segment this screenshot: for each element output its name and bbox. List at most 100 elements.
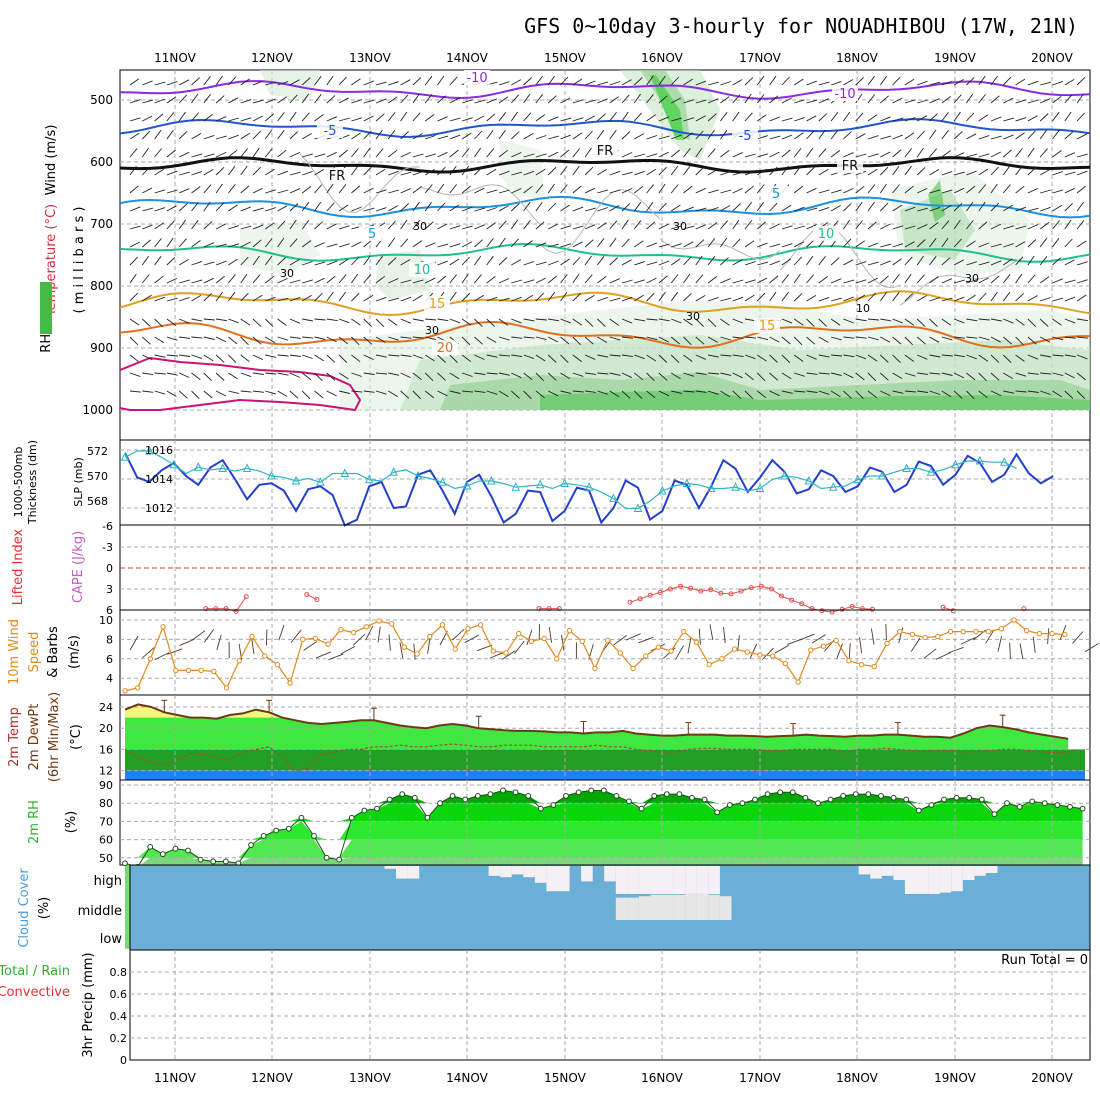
surface-wind-barb <box>613 635 627 646</box>
upper-wind-barb <box>646 75 654 86</box>
upper-wind-barb <box>1027 80 1039 86</box>
pressure-tick-label: 800 <box>90 279 113 293</box>
cloud-high-bar <box>696 866 709 894</box>
upper-wind-barb <box>830 278 842 284</box>
upper-wind-barb <box>1002 165 1011 176</box>
upper-wind-barb <box>744 372 754 381</box>
thickness-marker <box>511 482 521 491</box>
upper-wind-barb <box>818 81 830 86</box>
upper-wind-barb <box>166 149 176 158</box>
upper-wind-barb <box>166 354 178 357</box>
upper-wind-barb <box>215 223 227 230</box>
upper-wind-barb <box>990 318 1002 322</box>
upper-wind-barb <box>1064 318 1076 324</box>
surface-wind-barb <box>129 635 139 651</box>
upper-wind-barb <box>621 318 633 324</box>
upper-wind-barb <box>511 354 523 358</box>
upper-wind-barb <box>289 131 299 140</box>
upper-wind-barb <box>375 168 386 176</box>
upper-wind-barb <box>990 243 1002 248</box>
upper-wind-barb <box>548 390 559 397</box>
upper-wind-barb <box>830 205 841 212</box>
contour-label-bg <box>592 143 618 158</box>
thickness-marker <box>120 452 130 461</box>
upper-wind-barb <box>707 276 718 284</box>
cloud-high-bar <box>546 866 558 892</box>
upper-wind-barb <box>154 354 166 358</box>
upper-wind-barb <box>843 79 854 86</box>
upper-wind-barb <box>1015 132 1025 140</box>
upper-wind-barb <box>1003 243 1014 248</box>
upper-wind-barb <box>498 149 508 158</box>
upper-wind-barb <box>584 239 594 248</box>
upper-wind-barb <box>277 354 289 357</box>
upper-wind-barb <box>621 79 632 86</box>
upper-wind-barb <box>720 336 732 341</box>
upper-wind-barb <box>302 336 314 339</box>
upper-wind-barb <box>265 222 275 230</box>
upper-wind-barb <box>670 336 680 345</box>
upper-wind-barb <box>375 189 387 194</box>
upper-wind-barb <box>806 255 814 266</box>
upper-wind-barb <box>941 257 951 266</box>
upper-wind-barb <box>732 296 744 302</box>
upper-wind-barb <box>843 111 851 122</box>
upper-wind-barb <box>707 296 719 302</box>
wind-speed-marker <box>338 627 344 633</box>
surface-wind-barb <box>439 630 448 646</box>
upper-wind-barb <box>781 291 789 302</box>
upper-wind-barb <box>597 189 609 194</box>
upper-wind-barb <box>535 184 544 194</box>
upper-wind-barb <box>498 237 506 248</box>
upper-wind-barb <box>166 257 176 266</box>
upper-wind-barb <box>179 336 191 339</box>
upper-wind-barb <box>695 318 705 327</box>
upper-wind-barb <box>572 273 580 284</box>
upper-wind-barb <box>474 294 485 302</box>
upper-wind-barb <box>179 151 190 158</box>
thickness-marker <box>853 474 863 484</box>
cloud-high-bar <box>396 866 408 879</box>
upper-wind-barb <box>301 133 312 140</box>
upper-wind-barb <box>203 261 215 266</box>
upper-wind-barb <box>929 372 941 375</box>
thickness-tick: 570 <box>87 470 108 483</box>
upper-wind-barb <box>916 167 926 176</box>
upper-wind-barb <box>658 116 670 122</box>
upper-wind-barb <box>658 354 668 363</box>
upper-wind-barb <box>363 187 374 194</box>
upper-wind-barb <box>646 135 658 140</box>
upper-wind-barb <box>941 278 953 284</box>
upper-wind-barb <box>843 152 854 158</box>
upper-wind-barb <box>1052 390 1063 398</box>
surface-wind-barb <box>960 637 976 645</box>
upper-wind-barb <box>240 206 252 212</box>
upper-wind-barb <box>400 238 409 248</box>
upper-wind-barb <box>314 372 323 382</box>
upper-wind-barb <box>375 336 386 343</box>
upper-wind-barb <box>179 354 191 357</box>
pressure-tick-label: 500 <box>90 93 113 107</box>
upper-wind-barb <box>756 94 765 104</box>
upper-wind-barb <box>560 149 570 158</box>
upper-wind-barb <box>670 165 679 176</box>
upper-wind-barb <box>400 94 409 104</box>
w-ylabel-b: Speed <box>27 632 42 673</box>
upper-wind-barb <box>695 274 704 284</box>
upper-wind-barb <box>338 336 348 345</box>
upper-wind-barb <box>732 390 742 399</box>
upper-wind-barb <box>510 219 518 230</box>
rh-marker <box>487 791 494 797</box>
upper-wind-barb <box>400 131 409 140</box>
upper-wind-barb <box>794 206 805 212</box>
upper-wind-barb <box>289 219 297 230</box>
upper-wind-barb <box>425 153 436 158</box>
temp-tick: 24 <box>99 701 113 714</box>
upper-wind-barb <box>412 372 422 381</box>
upper-wind-barb <box>474 255 482 266</box>
thickness-marker <box>169 459 179 469</box>
t-ylabel-b: 2m DewPt <box>27 704 42 771</box>
surface-wind-barb <box>870 628 875 645</box>
upper-wind-barb <box>769 291 777 302</box>
surface-wind-barb <box>501 650 516 660</box>
